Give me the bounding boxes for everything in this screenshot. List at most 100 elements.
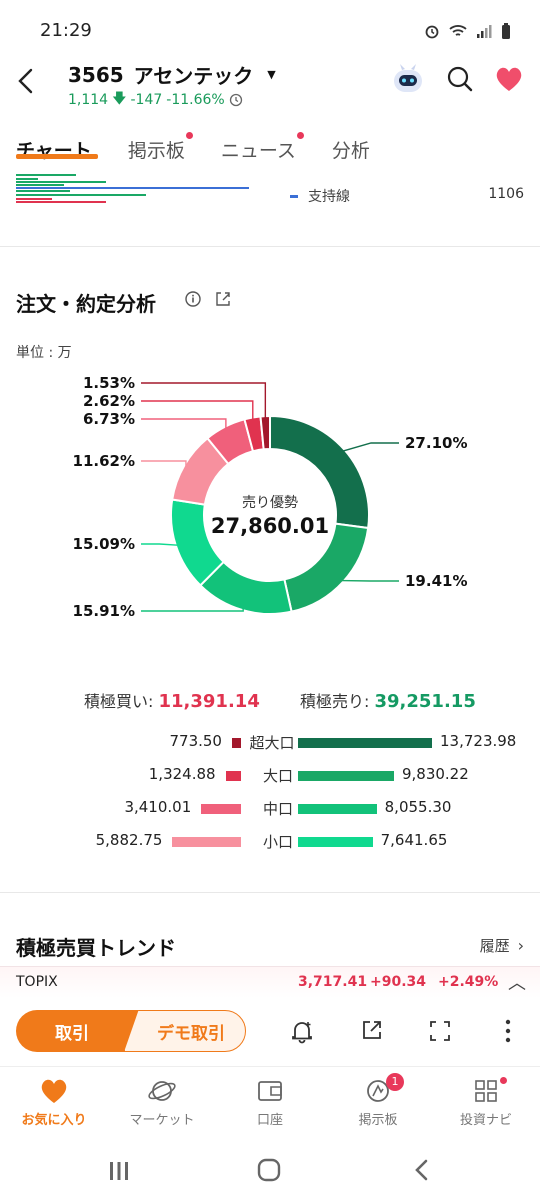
- status-bar: 21:29: [0, 0, 540, 56]
- section-divider: [0, 892, 540, 893]
- support-line-value: 1106: [488, 186, 524, 202]
- buy-summary-label: 積極買い:: [84, 692, 154, 711]
- fullscreen-icon[interactable]: [429, 1020, 451, 1042]
- search-icon[interactable]: [446, 65, 474, 93]
- info-icon[interactable]: [184, 290, 202, 308]
- bottom-navigation: お気に入り マーケット 口座 1 掲示板 投資ナビ: [0, 1066, 540, 1162]
- signal-icon: [477, 25, 492, 38]
- buy-summary-value: 11,391.14: [158, 691, 260, 712]
- stock-code: 3565: [68, 62, 124, 87]
- share-icon[interactable]: [360, 1018, 384, 1042]
- robot-assistant-icon[interactable]: [390, 62, 426, 96]
- donut-slice-label: 6.73%: [83, 410, 135, 428]
- donut-center-value: 27,860.01: [210, 514, 330, 538]
- tier-buy-value: 5,882.75: [95, 831, 163, 849]
- share-icon[interactable]: [214, 290, 232, 308]
- tier-buy-value: 773.50: [169, 732, 222, 750]
- nav-label: お気に入り: [21, 1113, 87, 1128]
- donut-slice-label: 1.53%: [83, 374, 135, 392]
- section-divider: [0, 246, 540, 247]
- index-name: TOPIX: [16, 974, 58, 990]
- donut-leader-line: [342, 442, 399, 452]
- nav-label: 投資ナビ: [459, 1113, 512, 1128]
- index-change-pct: +2.49%: [438, 974, 499, 990]
- buy-summary: 積極買い: 11,391.14: [84, 688, 260, 712]
- order-donut-chart: 27.10% 19.41% 15.91% 15.09% 11.62% 6.73%2.62%…: [73, 374, 468, 620]
- sell-summary-value: 39,251.15: [374, 691, 476, 712]
- nav-invest-navi[interactable]: 投資ナビ: [432, 1077, 540, 1128]
- index-ticker-bar[interactable]: TOPIX 3,717.41 +90.34 +2.49% ︿: [0, 966, 540, 998]
- recent-apps-icon[interactable]: [108, 1160, 130, 1182]
- trend-title: 積極売買トレンド: [16, 936, 176, 960]
- back-arrow-icon[interactable]: [14, 66, 38, 96]
- donut-slice-label: 11.62%: [73, 452, 135, 470]
- home-icon[interactable]: [257, 1158, 281, 1182]
- tier-row: 1,324.88 大口 9,830.22: [0, 763, 540, 789]
- nav-label: 口座: [256, 1113, 283, 1128]
- tier-buy-bar: [231, 738, 241, 748]
- tier-sell-value: 7,641.65: [380, 831, 448, 849]
- tier-label: 小口: [262, 833, 293, 851]
- nav-favorites[interactable]: お気に入り: [0, 1077, 108, 1128]
- favorite-heart-icon[interactable]: [494, 65, 524, 93]
- sell-summary-label: 積極売り:: [300, 692, 370, 711]
- price-change: -147: [130, 92, 163, 108]
- trade-button[interactable]: 取引: [16, 1010, 140, 1052]
- nav-board[interactable]: 1 掲示板: [324, 1073, 432, 1128]
- back-nav-icon[interactable]: [412, 1158, 430, 1182]
- notification-dot: [296, 132, 304, 139]
- nav-market[interactable]: マーケット: [108, 1077, 216, 1128]
- tab-news[interactable]: ニュース: [221, 132, 304, 176]
- price-line: 1,114 🡇 -147 -11.66%: [68, 88, 243, 112]
- chevron-up-icon[interactable]: ︿: [508, 973, 526, 994]
- tab-board[interactable]: 掲示板: [128, 132, 193, 176]
- donut-leader-line: [141, 608, 244, 612]
- support-line-label: 支持線: [308, 189, 350, 205]
- donut-slice-label: 15.09%: [73, 535, 135, 553]
- tier-buy-bar: [225, 771, 241, 781]
- history-link[interactable]: 履歴 ›: [480, 935, 524, 956]
- support-line-legend: 支持線: [290, 186, 350, 206]
- tier-label: 超大口: [249, 734, 295, 752]
- active-tab-indicator: [16, 154, 98, 159]
- tier-sell-value: 13,723.98: [440, 732, 517, 750]
- tier-sell-bar: [298, 837, 373, 847]
- notification-dot: [500, 1077, 507, 1084]
- tier-buy-bar: [172, 837, 241, 847]
- wifi-icon: [449, 25, 467, 36]
- volume-profile-strip: [16, 174, 249, 203]
- tab-bar: チャート 掲示板 ニュース 分析: [16, 132, 536, 176]
- donut-leader-line: [141, 400, 254, 420]
- donut-slice: [259, 414, 271, 451]
- donut-leader-line: [141, 418, 227, 429]
- tier-buy-bar: [201, 804, 241, 814]
- stock-title[interactable]: 3565 アセンテック ▼: [68, 60, 276, 89]
- tier-sell-value: 9,830.22: [401, 765, 469, 783]
- header-actions: [390, 62, 524, 96]
- donut-slice-label: 2.62%: [83, 392, 135, 410]
- donut-leader-line: [141, 382, 267, 419]
- nav-account[interactable]: 口座: [216, 1077, 324, 1128]
- donut-slice-label: 19.41%: [405, 572, 467, 590]
- unit-label: 単位 : 万: [16, 345, 72, 361]
- heart-icon: [41, 1079, 67, 1103]
- current-price: 1,114: [68, 92, 109, 108]
- stock-name: アセンテック: [133, 64, 254, 88]
- history-label: 履歴: [479, 937, 510, 955]
- index-change: +90.34: [370, 974, 427, 990]
- tier-buy-value: 1,324.88: [148, 765, 216, 783]
- price-alert-icon[interactable]: [289, 1018, 315, 1044]
- wallet-icon: [258, 1081, 282, 1101]
- system-navigation: [0, 1140, 540, 1200]
- demo-trade-button[interactable]: デモ取引: [124, 1010, 246, 1052]
- donut-slice-label: 27.10%: [405, 434, 467, 452]
- more-options-icon[interactable]: [504, 1018, 512, 1044]
- tab-analysis[interactable]: 分析: [331, 140, 370, 162]
- tier-row: 3,410.01 中口 8,055.30: [0, 796, 540, 822]
- status-time: 21:29: [40, 20, 92, 41]
- donut-leader-line: [141, 543, 178, 546]
- tier-buy-value: 3,410.01: [124, 798, 192, 816]
- tier-sell-bar: [298, 771, 394, 781]
- tier-sell-bar: [298, 738, 432, 748]
- planet-icon: [148, 1081, 176, 1101]
